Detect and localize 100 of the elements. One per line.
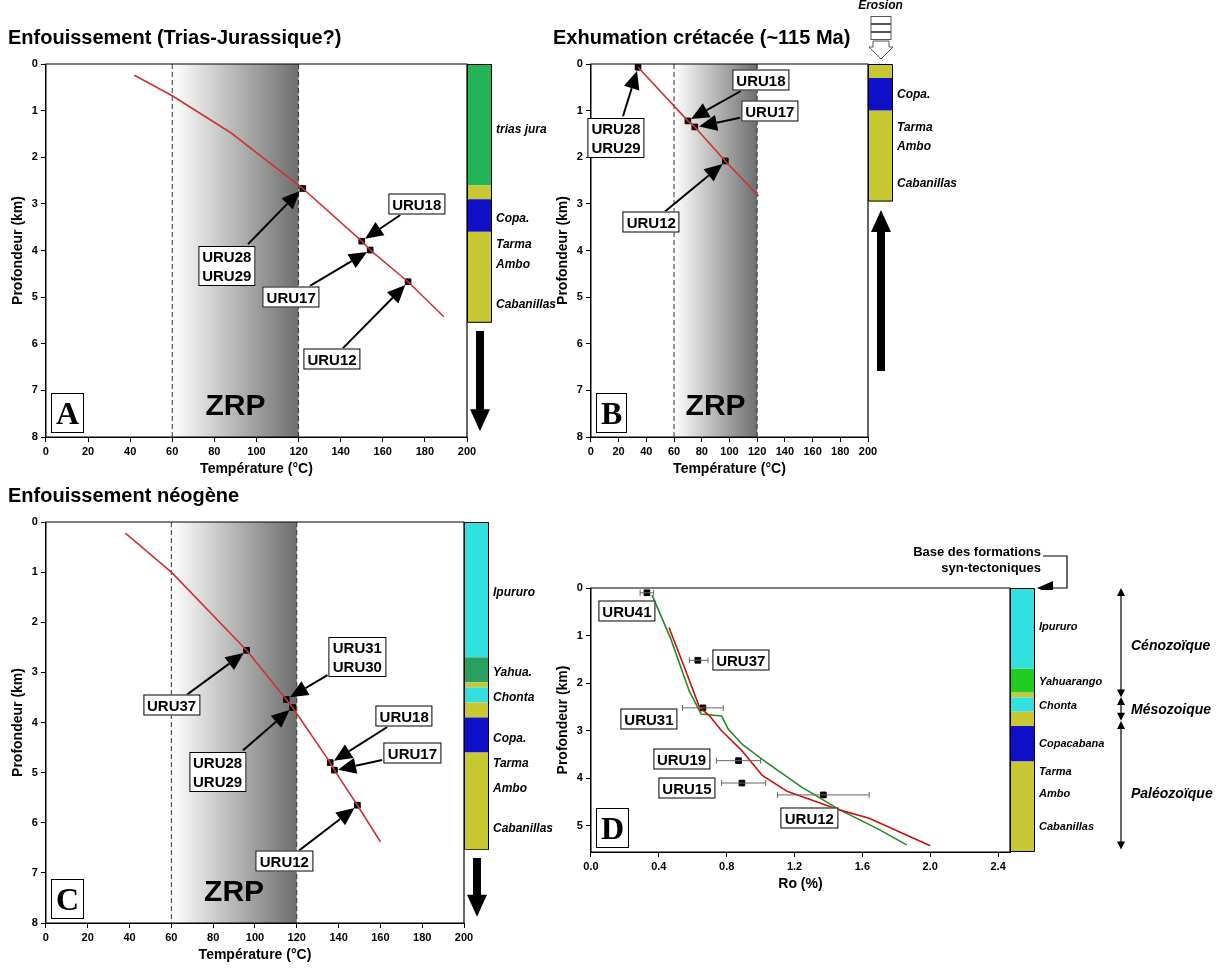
x-tick-label: 80 — [695, 444, 708, 457]
text: Ambo — [897, 138, 931, 153]
y-tick-label: 0 — [576, 57, 583, 70]
y-tick-label: 7 — [576, 383, 583, 396]
x-tick-label: 180 — [413, 930, 432, 943]
band-label: ZRP — [205, 388, 266, 422]
y-tick-label: 0 — [31, 515, 38, 528]
y-tick-label: 3 — [31, 665, 38, 678]
x-tick-label: 200 — [858, 444, 878, 457]
x-tick-label: 160 — [803, 444, 822, 457]
annotation: URU28 URU29 — [587, 118, 645, 159]
annotation: A — [50, 393, 85, 433]
y-axis-title: Profondeur (km) — [554, 665, 571, 775]
x-tick-label: 100 — [247, 444, 266, 457]
y-tick-label: 8 — [576, 430, 583, 443]
annotation: URU31 URU30 — [328, 637, 386, 678]
x-tick-label: 140 — [329, 930, 348, 943]
y-axis-title: Profondeur (km) — [9, 196, 26, 305]
x-tick-label: 2.4 — [990, 859, 1007, 872]
text: Yahuarango — [1039, 674, 1103, 687]
x-tick-label: 60 — [165, 930, 178, 943]
x-axis-title: Température (°C) — [198, 946, 312, 963]
annotation: URU19 — [652, 748, 711, 770]
chart-title: Enfouissement (Trias-Jurassique?) — [8, 25, 342, 48]
text: Tarma — [493, 755, 529, 770]
annotation: URU37 — [712, 649, 770, 671]
text: Cabanillas — [1039, 819, 1095, 832]
x-tick-label: 60 — [166, 444, 179, 457]
x-tick-label: 20 — [81, 444, 95, 457]
annotation: URU12 — [780, 807, 838, 829]
text: Ipururo — [1039, 620, 1078, 633]
annotation: URU17 — [741, 100, 799, 122]
annotation: URU31 — [620, 708, 678, 730]
text: Chonta — [493, 690, 535, 705]
x-tick-label: 120 — [289, 444, 308, 457]
y-tick-label: 6 — [31, 815, 38, 828]
annotation: B — [595, 393, 628, 433]
annotation: D — [595, 808, 630, 848]
text: Ambo — [496, 257, 530, 272]
x-axis-title: Ro (%) — [778, 875, 823, 892]
y-tick-label: 7 — [31, 383, 38, 396]
text: Paléozoïque — [1131, 784, 1213, 801]
x-tick-label: 200 — [457, 444, 477, 457]
y-tick-label: 2 — [31, 615, 38, 628]
text: Tarma — [897, 119, 933, 134]
text: Copa. — [493, 730, 527, 745]
x-tick-label: 0.0 — [583, 859, 599, 872]
x-tick-label: 120 — [287, 930, 306, 943]
y-tick-label: 5 — [31, 765, 38, 778]
text: Tarma — [1039, 765, 1072, 778]
y-tick-label: 3 — [576, 723, 583, 736]
x-tick-label: 40 — [123, 930, 136, 943]
x-tick-label: 80 — [208, 444, 221, 457]
x-tick-label: 40 — [640, 444, 653, 457]
y-tick-label: 0 — [576, 581, 583, 594]
y-tick-label: 5 — [31, 290, 38, 303]
annotation: URU12 — [622, 211, 680, 233]
x-tick-label: 20 — [612, 444, 625, 457]
annotation: URU15 — [658, 777, 716, 799]
y-tick-label: 1 — [31, 565, 38, 578]
x-tick-label: 140 — [331, 444, 350, 457]
x-tick-label: 40 — [124, 444, 137, 457]
y-tick-label: 1 — [576, 628, 583, 641]
x-tick-label: 180 — [831, 444, 850, 457]
annotation: URU28 URU29 — [198, 246, 256, 287]
annotation: C — [50, 879, 85, 919]
text: Copa. — [496, 210, 530, 225]
y-tick-label: 1 — [576, 103, 583, 116]
text: Chonta — [1039, 698, 1077, 711]
x-tick-label: 200 — [454, 930, 474, 943]
y-tick-label: 8 — [31, 430, 38, 443]
y-tick-label: 0 — [31, 57, 38, 70]
text: Cabanillas — [493, 820, 554, 835]
y-tick-label: 1 — [31, 103, 38, 116]
text: Copa. — [897, 87, 931, 102]
y-tick-label: 4 — [31, 715, 39, 728]
x-axis-title: Température (°C) — [200, 460, 313, 477]
x-tick-label: 2.0 — [922, 859, 938, 872]
annotation: URU28 URU29 — [188, 752, 247, 793]
y-tick-label: 4 — [576, 243, 584, 256]
x-tick-label: 160 — [373, 444, 392, 457]
x-tick-label: 0.8 — [719, 859, 735, 872]
text: Cabanillas — [496, 297, 557, 312]
x-axis-title: Température (°C) — [673, 460, 786, 477]
x-tick-label: 160 — [371, 930, 390, 943]
y-tick-label: 4 — [31, 243, 39, 256]
y-tick-label: 2 — [576, 150, 583, 163]
chart-title: Enfouissement néogène — [8, 483, 240, 506]
y-axis-title: Profondeur (km) — [9, 668, 26, 777]
x-tick-label: 0 — [42, 930, 49, 943]
annotation: URU18 — [732, 69, 790, 91]
annotation: URU18 — [375, 705, 433, 727]
text: Cénozoïque — [1131, 637, 1211, 654]
x-tick-label: 120 — [747, 444, 767, 457]
text: Cabanillas — [897, 175, 958, 190]
x-tick-label: 180 — [415, 444, 435, 457]
x-tick-label: 80 — [207, 930, 220, 943]
y-tick-label: 3 — [576, 196, 583, 209]
text: Erosion — [858, 0, 903, 12]
annotation: URU12 — [303, 348, 361, 370]
